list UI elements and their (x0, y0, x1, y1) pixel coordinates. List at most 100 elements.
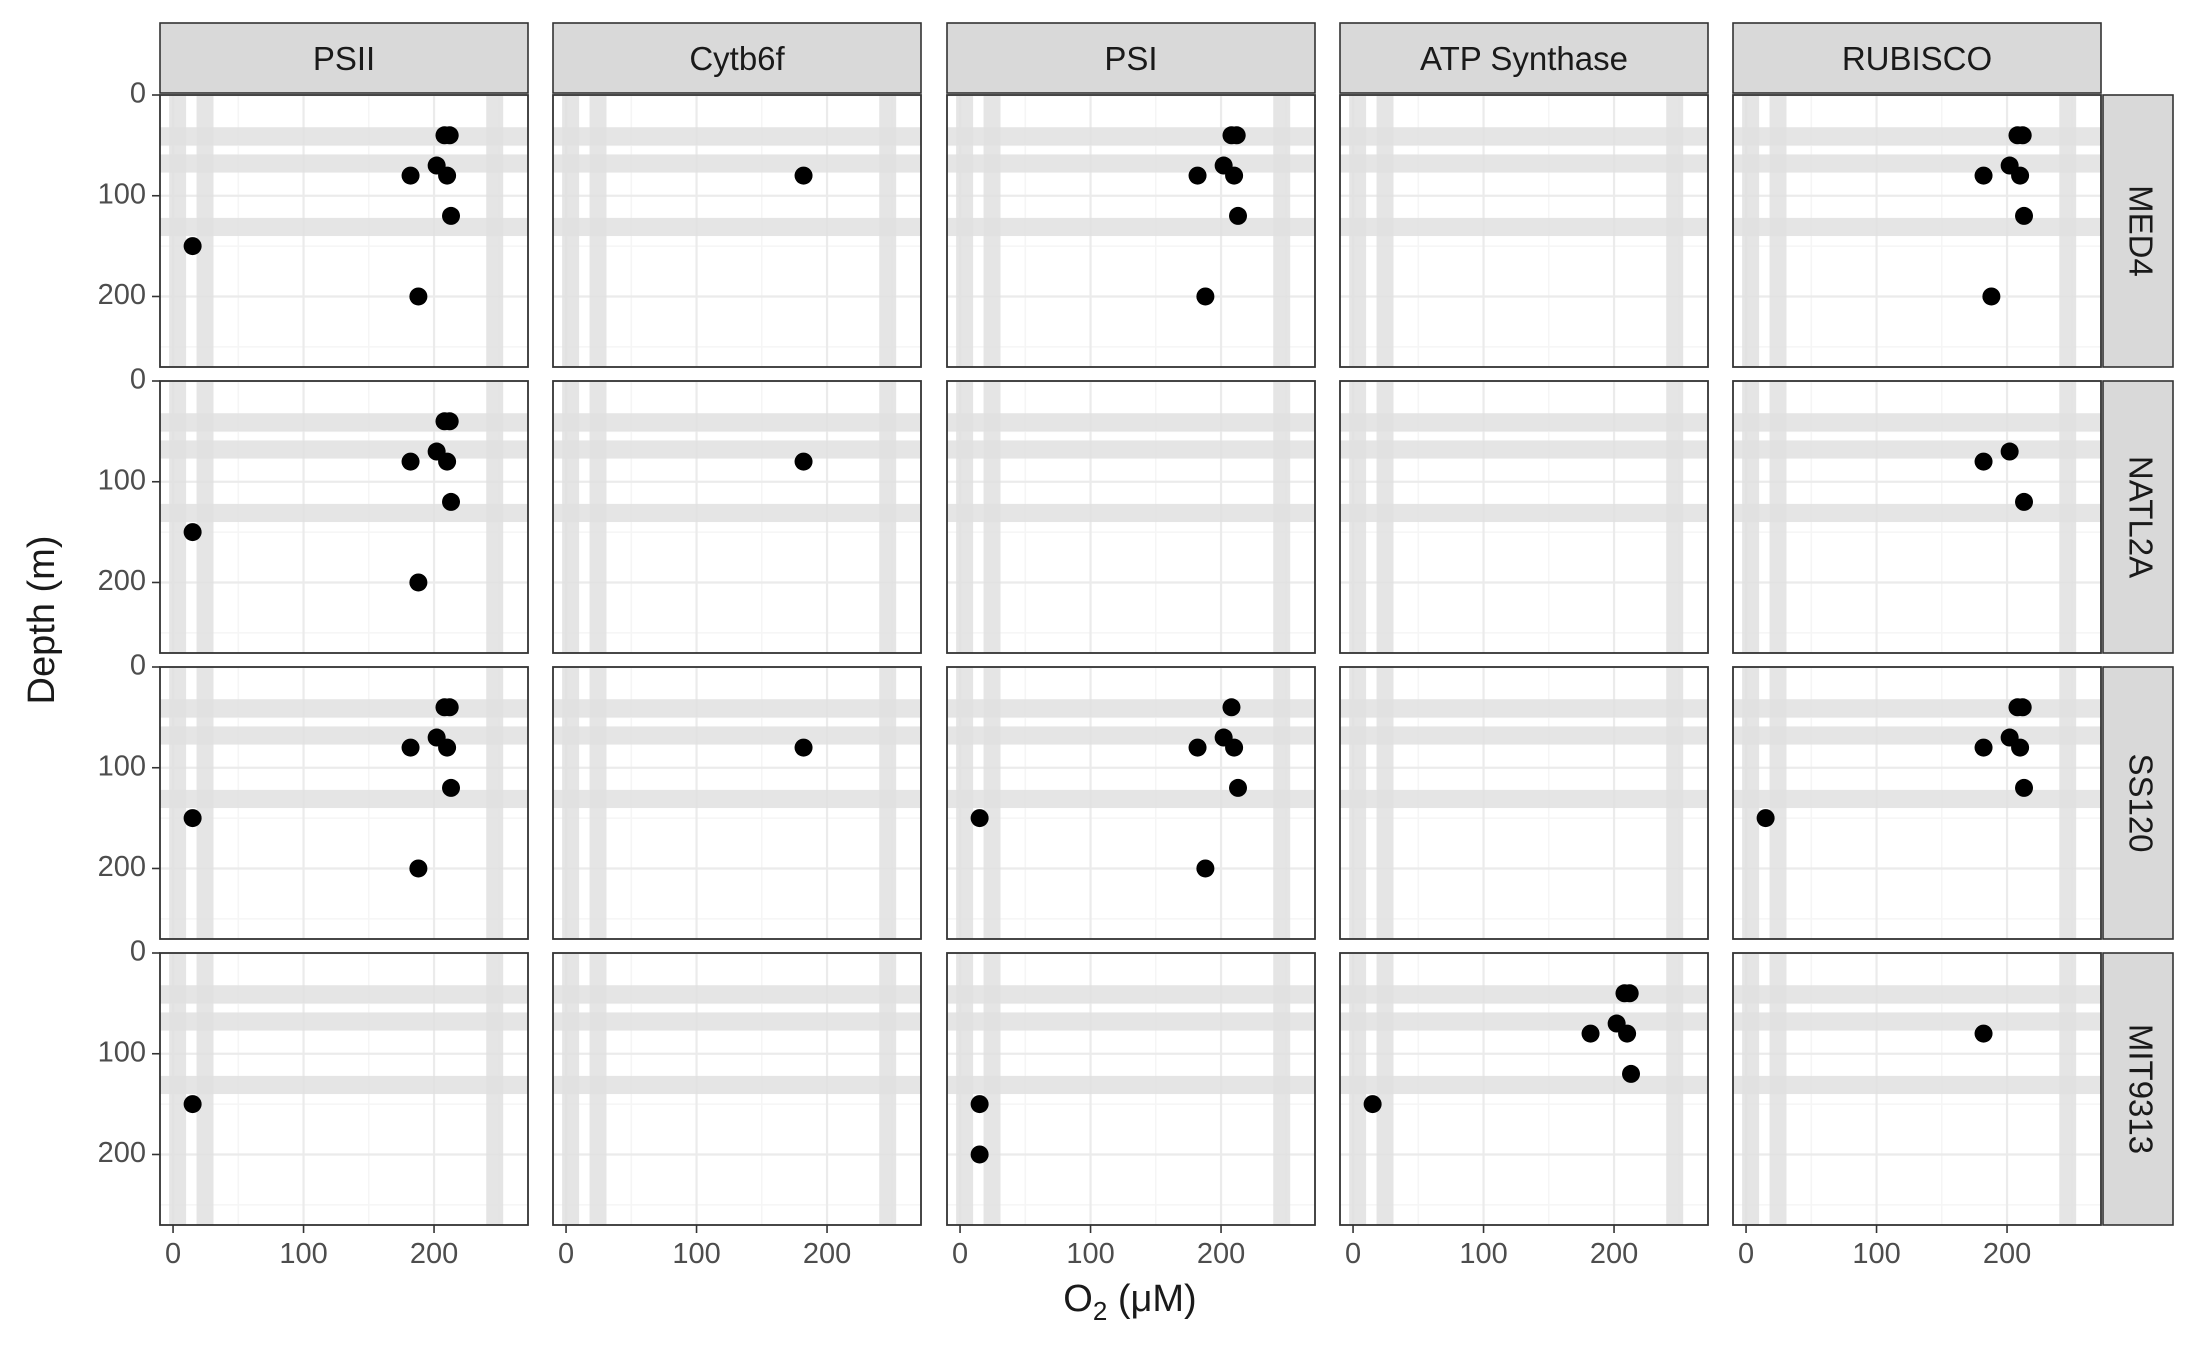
data-point (438, 452, 457, 471)
data-point (442, 492, 461, 511)
panel-border (159, 94, 529, 368)
x-tick-label: 0 (165, 1238, 181, 1270)
column-strip (946, 22, 1316, 94)
shaded-depth-band (1733, 154, 2101, 173)
data-point (183, 523, 202, 542)
column-strip-label: PSII (313, 40, 375, 77)
data-point (1581, 1024, 1600, 1043)
y-tick-label: 200 (98, 851, 146, 883)
x-tick-label: 200 (1197, 1238, 1245, 1270)
data-point (440, 126, 459, 145)
shaded-depth-band (160, 127, 528, 146)
data-point (401, 452, 420, 471)
x-axis-title-main: O (1063, 1278, 1093, 1320)
panel-border (552, 380, 922, 654)
data-point (2015, 778, 2034, 797)
facet-panel (1732, 94, 2102, 368)
shaded-depth-band (160, 440, 528, 459)
data-point (183, 809, 202, 828)
shaded-depth-band (1340, 1075, 1708, 1095)
shaded-depth-band (160, 413, 528, 432)
panel-border (1732, 952, 2102, 1226)
panel-border (159, 952, 529, 1226)
shaded-depth-band (1340, 127, 1708, 146)
facet-panel (1339, 380, 1709, 654)
data-point (1974, 166, 1993, 185)
panel-border (552, 952, 922, 1226)
data-point (1229, 778, 1248, 797)
x-axis-title-subscript: 2 (1093, 1296, 1107, 1326)
column-strip (552, 22, 922, 94)
data-point (442, 778, 461, 797)
panel-border (552, 94, 922, 368)
facet-panel (159, 94, 529, 368)
panel-border (1732, 94, 2102, 368)
shaded-depth-band (553, 789, 921, 809)
shaded-depth-band (1733, 1012, 2101, 1031)
x-tick-label: 100 (672, 1238, 720, 1270)
data-point (1188, 166, 1207, 185)
x-tick-label: 0 (952, 1238, 968, 1270)
data-point (440, 698, 459, 717)
data-point (1196, 859, 1215, 878)
shaded-depth-band (1340, 726, 1708, 745)
row-strip-label: NATL2A (2122, 456, 2159, 578)
x-tick-label: 100 (1852, 1238, 1900, 1270)
panel-border (159, 380, 529, 654)
shaded-depth-band (947, 1012, 1315, 1031)
facet-panel (1732, 952, 2102, 1226)
panel-border (1732, 380, 2102, 654)
data-point (1974, 1024, 1993, 1043)
row-strip-label: MED4 (2122, 185, 2159, 277)
shaded-depth-band (160, 789, 528, 809)
data-point (401, 738, 420, 757)
y-tick-label: 100 (98, 464, 146, 496)
row-strip-label: MIT9313 (2122, 1024, 2159, 1154)
shaded-depth-band (553, 1012, 921, 1031)
shaded-depth-band (1733, 503, 2101, 523)
column-strip (1339, 22, 1709, 94)
x-axis-ticks: 0 100 200 0 100 200 0 100 200 0 100 200 0 100 200 0 100 2… (98, 78, 2032, 1270)
data-point (1756, 809, 1775, 828)
panel-border (946, 380, 1316, 654)
y-tick-label: 100 (98, 1036, 146, 1068)
data-point (1974, 738, 1993, 757)
shaded-depth-band (947, 789, 1315, 809)
data-point (1196, 287, 1215, 306)
panel-border (1732, 666, 2102, 940)
shaded-depth-band (553, 503, 921, 523)
shaded-depth-band (553, 217, 921, 237)
shaded-depth-band (1340, 154, 1708, 173)
shaded-depth-band (1733, 985, 2101, 1004)
data-point (438, 738, 457, 757)
column-strip-label: Cytb6f (689, 40, 785, 77)
y-tick-label: 200 (98, 1137, 146, 1169)
shaded-depth-band (1340, 1012, 1708, 1031)
shaded-depth-band (553, 440, 921, 459)
row-strip-label: SS120 (2122, 753, 2159, 852)
shaded-depth-band (947, 985, 1315, 1004)
data-point (1618, 1024, 1637, 1043)
facet-panel (1732, 380, 2102, 654)
shaded-depth-band (1733, 127, 2101, 146)
shaded-depth-band (553, 1075, 921, 1095)
shaded-depth-band (1340, 699, 1708, 718)
row-strip (2102, 952, 2174, 1226)
shaded-depth-band (1733, 699, 2101, 718)
shaded-depth-band (160, 1012, 528, 1031)
shaded-depth-band (1340, 413, 1708, 432)
shaded-depth-band (947, 413, 1315, 432)
shaded-depth-band (1340, 985, 1708, 1004)
y-tick-label: 100 (98, 178, 146, 210)
shaded-depth-band (947, 726, 1315, 745)
x-axis-title: O2 (μM) (1063, 1278, 1196, 1326)
facet-panel (1339, 94, 1709, 368)
data-point (2013, 698, 2032, 717)
y-tick-label: 100 (98, 750, 146, 782)
y-tick-label: 0 (130, 936, 146, 968)
shaded-depth-band (1733, 726, 2101, 745)
shaded-depth-band (1733, 440, 2101, 459)
facet-panel (946, 94, 1316, 368)
shaded-depth-band (553, 726, 921, 745)
data-point (409, 573, 428, 592)
